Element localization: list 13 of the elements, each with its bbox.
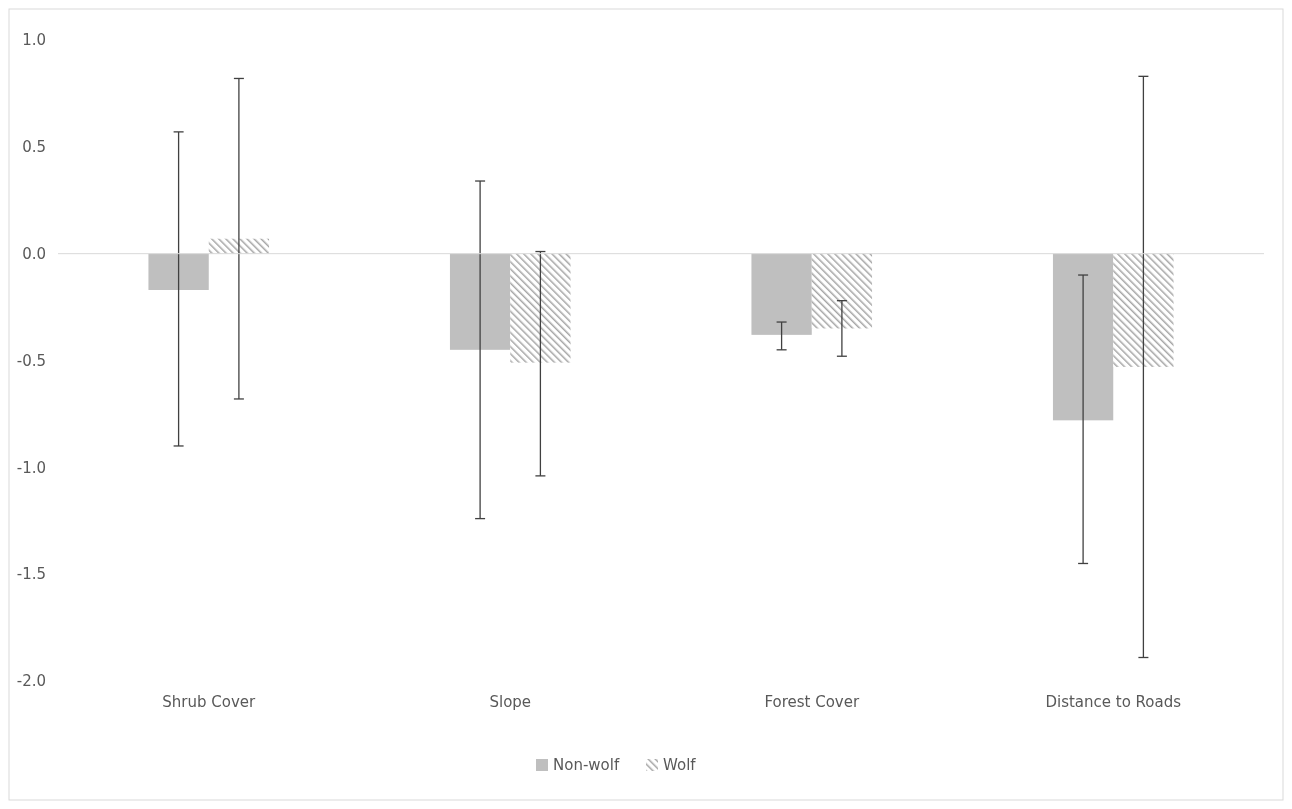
y-tick-label: 1.0 (22, 31, 46, 50)
legend-label: Wolf (663, 756, 697, 775)
y-tick-label: 0.5 (22, 138, 46, 157)
y-tick-label: 0.0 (22, 244, 46, 263)
y-tick-label: -2.0 (16, 672, 46, 691)
legend-label: Non-wolf (553, 756, 620, 775)
y-tick-label: -0.5 (16, 351, 46, 370)
x-tick-label: Distance to Roads (1045, 693, 1182, 711)
x-tick-label: Shrub Cover (162, 693, 257, 711)
y-tick-label: -1.0 (16, 458, 46, 477)
y-tick-label: -1.5 (16, 565, 46, 584)
x-tick-label: Slope (489, 693, 532, 711)
x-tick-label: Forest Cover (764, 693, 860, 711)
